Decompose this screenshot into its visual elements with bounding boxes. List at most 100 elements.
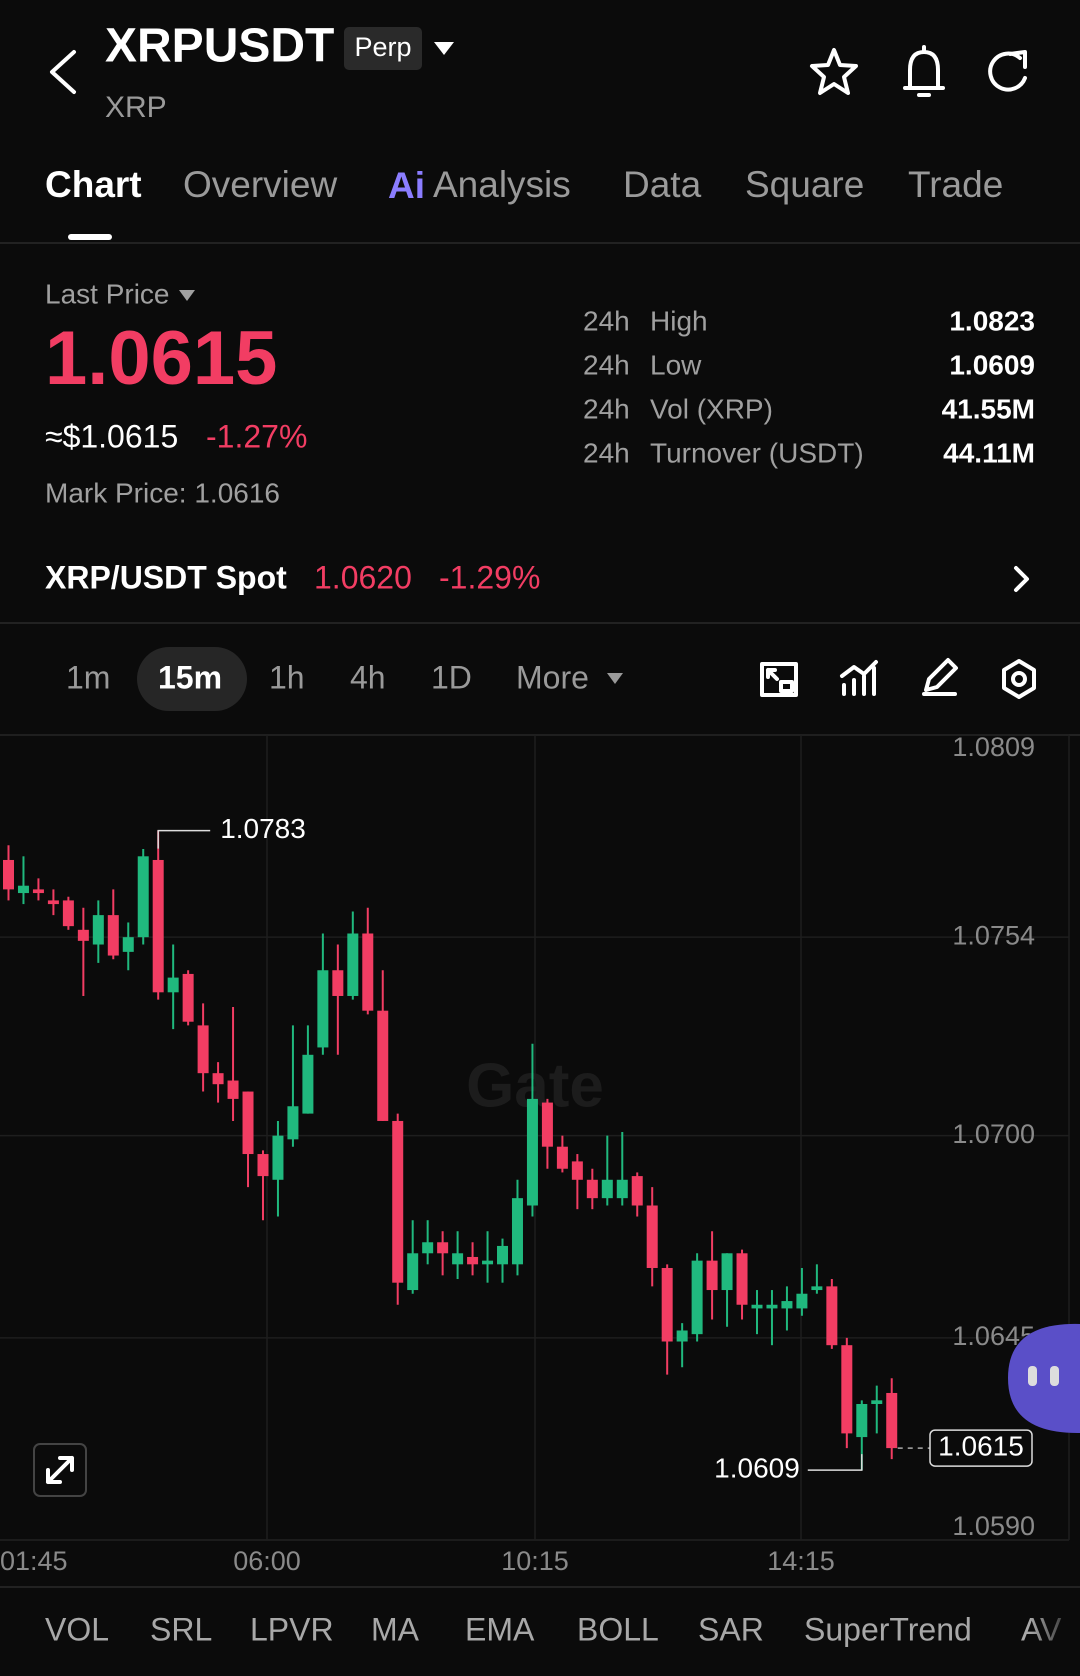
low-marker-label: 1.0609 [714,1453,800,1484]
back-button[interactable] [50,50,76,94]
refresh-icon[interactable] [988,50,1027,92]
candle-body [661,1267,673,1342]
candle-body [197,1025,209,1074]
last-price: 1.0615 [45,316,277,401]
more-dropdown[interactable] [607,673,623,684]
candle-body [781,1301,793,1309]
candle-body [526,1098,538,1206]
tab[interactable]: Trade [908,164,1003,205]
candle-body [122,937,134,952]
spot-chevron[interactable] [1014,566,1029,592]
candle-body [616,1179,628,1199]
candle-body [212,1073,224,1085]
last-price-dropdown[interactable] [179,290,195,301]
candle-body [92,915,104,945]
candle-body [826,1286,838,1346]
layout-icon[interactable] [760,662,798,697]
mark-price: Mark Price: 1.0616 [45,477,280,508]
chart-tools [760,658,1036,699]
candle-body [796,1293,808,1309]
candle-body [347,933,359,996]
settings-icon-dot [1011,671,1027,687]
stat-period: 24h [583,437,630,468]
candle-body [107,915,119,956]
candle-body [332,970,344,996]
stat-label: Vol (XRP) [650,393,773,424]
ai-badge: Ai [388,165,425,206]
x-tick-label: 10:15 [501,1546,569,1576]
alert-icon[interactable] [903,45,945,97]
tab[interactable]: Square [745,164,864,205]
interval[interactable]: 1h [269,659,305,695]
y-tick-label: 1.0590 [952,1511,1035,1541]
indicator-tab[interactable]: SuperTrend [804,1611,972,1647]
stat-label: Turnover (USDT) [650,437,864,468]
candle-body [541,1102,553,1147]
candle-body [242,1091,254,1155]
perp-badge-bg [344,27,422,70]
indicator-tab[interactable]: EMA [465,1611,535,1647]
perp-badge[interactable]: Perp [354,32,411,62]
tab[interactable]: Chart [45,164,142,205]
interval[interactable]: 4h [350,659,386,695]
candle-body [556,1146,568,1169]
tab[interactable]: Analysis [433,164,571,205]
candle-body [856,1403,868,1438]
interval[interactable]: 1m [66,659,110,695]
assistant-eye [1028,1366,1037,1386]
symbol: XRPUSDT [105,20,334,73]
candle-body [167,977,179,993]
stats: 24h High 1.0823 24h Low 1.0609 24h Vol (XRP) 41.… [583,305,1035,468]
high-marker-line [157,829,211,849]
indicator-tab[interactable]: BOLL [577,1611,659,1647]
candle-body [811,1286,823,1291]
interval[interactable]: 15m [158,659,222,695]
candle-body [511,1198,523,1265]
indicator-icon[interactable] [840,660,878,696]
tab[interactable]: Overview [183,164,337,205]
settings-icon[interactable] [1002,659,1036,699]
interval-pill [137,647,247,711]
fullscreen-icon [46,1456,74,1484]
fullscreen-button[interactable] [33,1443,87,1497]
interval[interactable]: 1D [431,659,472,695]
symbol-dropdown[interactable] [434,42,454,55]
y-tick-label: 1.0754 [952,920,1035,950]
candle-body [77,929,89,941]
candle-body [571,1161,583,1180]
base-asset: XRP [105,91,167,124]
candle-body [257,1154,269,1177]
interval[interactable]: More [516,659,589,695]
candle-body [287,1106,299,1140]
candle-body [362,933,374,1011]
favorite-icon[interactable] [810,48,858,95]
indicator-tab[interactable]: LPVR [250,1611,334,1647]
low-marker-line [807,1454,863,1471]
candle-body [272,1135,284,1180]
candle-body [497,1245,509,1265]
draw-icon[interactable] [922,658,958,696]
candle-body [841,1345,853,1434]
indicator-tab[interactable]: VOL [45,1611,109,1647]
indicator-tab[interactable]: SRL [150,1611,212,1647]
candle-body [437,1242,449,1254]
tab-indicator [68,234,112,240]
candle-body [452,1253,464,1265]
high-marker-label: 1.0783 [220,813,306,844]
candle-body [766,1304,778,1309]
indicator-tab[interactable]: SAR [698,1611,764,1647]
candle-body [871,1400,883,1404]
stat-value: 41.55M [942,393,1035,424]
candle-body [601,1179,613,1199]
spot-label[interactable]: XRP/USDT Spot [45,559,287,595]
x-tick-label: 14:15 [767,1546,835,1576]
candle-body [3,859,14,890]
tab[interactable]: Data [623,164,702,205]
spot-change: -1.29% [439,559,540,595]
last-price-label: Last Price [45,278,170,309]
spot-price: 1.0620 [314,559,412,595]
assistant-bubble[interactable] [1008,1323,1080,1434]
indicator-tab[interactable]: MA [371,1611,420,1647]
